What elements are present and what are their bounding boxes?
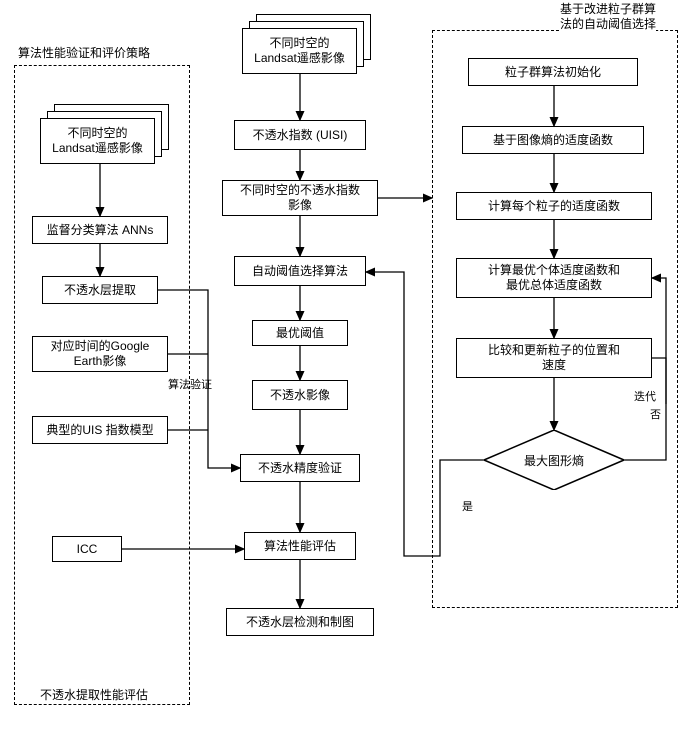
node-c6: 不透水精度验证 <box>240 454 360 482</box>
node-c7: 算法性能评估 <box>244 532 356 560</box>
node-c8: 不透水层检测和制图 <box>226 608 374 636</box>
node-r4: 计算最优个体适度函数和最优总体适度函数 <box>456 258 652 298</box>
node-l1: 监督分类算法 ANNs <box>32 216 168 244</box>
node-r3: 计算每个粒子的适度函数 <box>456 192 652 220</box>
decision-d1: 最大图形熵 <box>484 430 624 490</box>
node-c4: 最优阈值 <box>252 320 348 346</box>
group-right-title: 基于改进粒子群算 法的自动阈值选择 <box>560 2 656 32</box>
stack-center-front: 不同时空的Landsat遥感影像 <box>242 28 357 74</box>
node-c5: 不透水影像 <box>252 380 348 410</box>
node-l5: ICC <box>52 536 122 562</box>
node-c2: 不同时空的不透水指数影像 <box>222 180 378 216</box>
node-l2: 不透水层提取 <box>42 276 158 304</box>
node-c1: 不透水指数 (UISI) <box>234 120 366 150</box>
node-r2: 基于图像熵的适度函数 <box>462 126 644 154</box>
node-c3: 自动阈值选择算法 <box>234 256 366 286</box>
node-l3: 对应时间的GoogleEarth影像 <box>32 336 168 372</box>
group-right <box>432 30 678 608</box>
stack-left-front: 不同时空的Landsat遥感影像 <box>40 118 155 164</box>
node-r1: 粒子群算法初始化 <box>468 58 638 86</box>
group-left-footer: 不透水提取性能评估 <box>40 688 148 703</box>
group-left-title: 算法性能验证和评价策略 <box>18 46 150 61</box>
node-l4: 典型的UIS 指数模型 <box>32 416 168 444</box>
node-r5: 比较和更新粒子的位置和速度 <box>456 338 652 378</box>
